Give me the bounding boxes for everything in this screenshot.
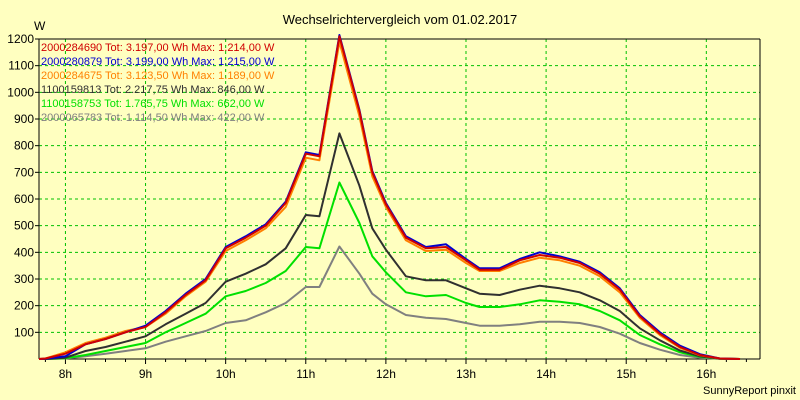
x-axis-ticks: 8h 9h 10h 11h 12h 13h 14h 15h 16h — [44, 359, 747, 381]
x-tick-label: 8h — [59, 367, 72, 381]
series-line-5 — [39, 181, 741, 360]
footer-credit: SunnyReport pinxit — [703, 385, 796, 397]
y-tick-label: 500 — [14, 219, 34, 233]
series-line-4 — [39, 132, 741, 360]
y-axis-ticks: 100 200 300 400 500 600 700 800 900 1000 1100 1200 — [7, 32, 39, 339]
legend-entry-1: 2000284690 Tot: 3.197,00 Wh Max: 1.214,0… — [41, 42, 275, 54]
y-tick-label: 1100 — [8, 59, 34, 73]
x-tick-label: 12h — [376, 367, 396, 381]
x-tick-label: 13h — [456, 367, 476, 381]
chart-title: Wechselrichtervergleich vom 01.02.2017 — [283, 12, 518, 27]
y-tick-label: 700 — [14, 165, 34, 179]
y-tick-label: 1200 — [7, 32, 34, 46]
y-tick-label: 800 — [14, 139, 34, 153]
x-tick-label: 14h — [536, 367, 556, 381]
y-tick-label: 200 — [14, 299, 34, 313]
x-tick-label: 10h — [216, 367, 236, 381]
legend-entry-3: 2000284675 Tot: 3.123,50 Wh Max: 1.189,0… — [41, 70, 275, 82]
series-line-1 — [38, 35, 741, 360]
x-tick-label: 16h — [696, 367, 716, 381]
legend-entry-2: 2000280879 Tot: 3.199,00 Wh Max: 1.215,0… — [41, 56, 275, 68]
y-tick-label: 100 — [14, 325, 34, 339]
y-tick-label: 400 — [14, 245, 34, 259]
series-line-6 — [39, 245, 741, 360]
y-axis-unit-label: W — [34, 19, 46, 33]
grid-lines — [39, 38, 760, 359]
legend: 2000284690 Tot: 3.197,00 Wh Max: 1.214,0… — [41, 42, 275, 124]
y-tick-label: 300 — [14, 272, 34, 286]
x-tick-label: 9h — [139, 367, 152, 381]
legend-entry-5: 1100158753 Tot: 1.765,75 Wh Max: 662,00 … — [41, 98, 265, 110]
legend-entry-6: 2000065783 Tot: 1.114,50 Wh Max: 422,00 … — [41, 112, 265, 124]
series-lines — [38, 34, 741, 360]
y-tick-label: 900 — [14, 112, 34, 126]
x-tick-label: 15h — [616, 367, 636, 381]
y-tick-label: 600 — [14, 192, 34, 206]
legend-entry-4: 1100159813 Tot: 2.217,75 Wh Max: 846,00 … — [41, 84, 265, 96]
y-tick-label: 1000 — [7, 85, 34, 99]
x-tick-label: 11h — [296, 367, 315, 381]
